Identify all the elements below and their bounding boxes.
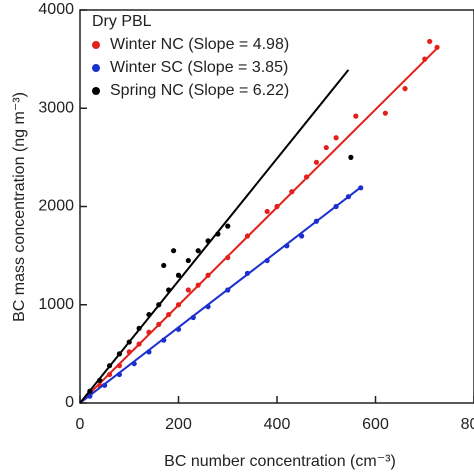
point (116, 371, 122, 378)
point (87, 393, 93, 399)
y-tick-label: 2000 (38, 198, 74, 215)
point (126, 339, 132, 345)
x-axis-label: BC number concentration (cm⁻³) (164, 453, 396, 470)
point (274, 203, 280, 210)
legend-title: Dry PBL (92, 13, 152, 30)
x-tick-label: 800 (461, 416, 474, 433)
point (170, 248, 177, 254)
x-tick-label: 600 (362, 416, 389, 433)
point (146, 349, 152, 355)
point (434, 44, 440, 50)
point (313, 159, 319, 165)
point (353, 113, 359, 119)
point (175, 326, 182, 332)
point (146, 329, 152, 335)
y-tick-label: 4000 (38, 1, 74, 18)
legend-label: Spring NC (Slope = 6.22) (110, 82, 289, 99)
point (215, 231, 221, 237)
point (102, 382, 108, 388)
legend-label: Winter NC (Slope = 4.98) (110, 36, 289, 53)
fit-line (79, 47, 438, 404)
point (289, 189, 295, 195)
x-tick-label: 200 (165, 416, 192, 433)
point (195, 248, 201, 254)
point (264, 208, 270, 215)
point (106, 371, 113, 378)
legend-marker (92, 64, 100, 72)
point (323, 144, 329, 151)
y-tick-label: 3000 (38, 99, 74, 116)
point (303, 174, 310, 180)
point (156, 302, 162, 308)
point (345, 194, 352, 200)
point (358, 185, 364, 191)
point (166, 287, 172, 293)
point (348, 154, 354, 160)
point (284, 243, 290, 249)
point (427, 38, 433, 45)
point (175, 302, 182, 308)
point (175, 272, 182, 278)
point (190, 314, 196, 321)
point (205, 304, 211, 310)
point (333, 203, 339, 210)
point (333, 135, 339, 141)
point (185, 257, 191, 264)
point (161, 262, 167, 269)
point (264, 257, 270, 264)
point (136, 325, 142, 331)
point (166, 311, 172, 318)
point (225, 287, 231, 293)
point (299, 233, 305, 239)
point (244, 270, 251, 276)
point (97, 377, 103, 384)
x-tick-label: 400 (264, 416, 291, 433)
point (185, 287, 191, 293)
point (244, 233, 251, 239)
point (131, 361, 137, 367)
point (116, 351, 122, 357)
point (106, 363, 113, 369)
point (126, 349, 132, 355)
point (205, 238, 211, 244)
point (205, 272, 211, 278)
point (225, 223, 231, 229)
point (402, 86, 408, 92)
point (313, 218, 319, 224)
point (225, 254, 231, 261)
point (156, 321, 162, 327)
legend-marker (92, 87, 100, 95)
y-tick-label: 0 (65, 394, 74, 411)
point (116, 363, 122, 369)
fit-line (79, 186, 362, 404)
point (87, 388, 93, 394)
legend-label: Winter SC (Slope = 3.85) (110, 59, 288, 76)
point (382, 110, 388, 116)
y-tick-label: 1000 (38, 296, 74, 313)
legend-marker (92, 41, 100, 49)
point (195, 282, 201, 288)
fit-line (79, 69, 350, 404)
y-axis-label: BC mass concentration (ng m⁻³) (11, 92, 28, 322)
point (161, 337, 167, 343)
x-tick-label: 0 (76, 416, 85, 433)
point (422, 56, 428, 62)
point (136, 341, 142, 347)
point (146, 311, 152, 318)
